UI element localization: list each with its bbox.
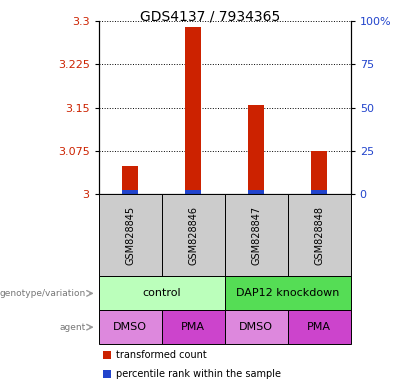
Bar (185, 27, 201, 194)
Bar (185, 190, 201, 194)
Text: DAP12 knockdown: DAP12 knockdown (236, 288, 339, 298)
Bar (311, 151, 327, 194)
Text: GSM828845: GSM828845 (125, 206, 135, 265)
Text: DMSO: DMSO (239, 322, 273, 332)
Bar (122, 190, 138, 194)
Text: transformed count: transformed count (116, 350, 207, 360)
Text: GDS4137 / 7934365: GDS4137 / 7934365 (140, 10, 280, 23)
Text: DMSO: DMSO (113, 322, 147, 332)
Text: control: control (142, 288, 181, 298)
Text: GSM828847: GSM828847 (251, 206, 261, 265)
Text: GSM828846: GSM828846 (188, 206, 198, 265)
Text: PMA: PMA (307, 322, 331, 332)
Bar (311, 190, 327, 194)
Text: GSM828848: GSM828848 (314, 206, 324, 265)
Text: agent: agent (60, 323, 86, 332)
Text: genotype/variation: genotype/variation (0, 289, 86, 298)
Text: percentile rank within the sample: percentile rank within the sample (116, 369, 281, 379)
Bar (248, 190, 264, 194)
Bar (248, 105, 264, 194)
Text: PMA: PMA (181, 322, 205, 332)
Bar (122, 166, 138, 194)
